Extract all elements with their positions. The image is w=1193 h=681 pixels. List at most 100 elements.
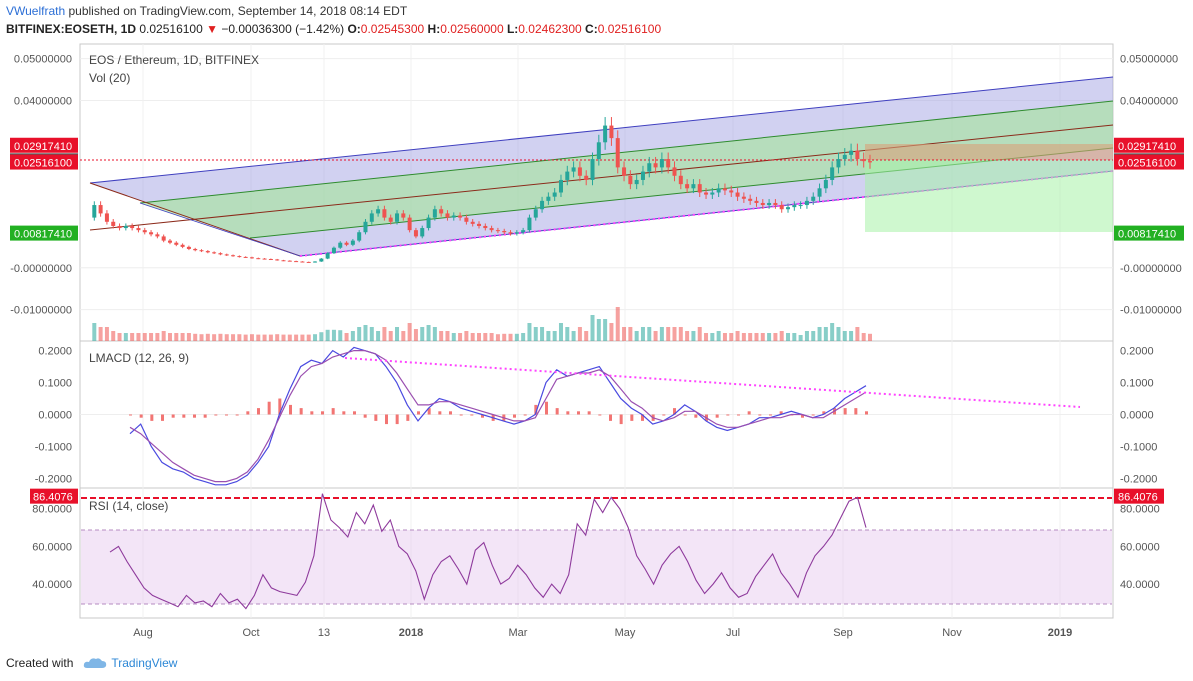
volume-bar (483, 333, 488, 341)
volume-bar (464, 331, 469, 341)
candles[interactable] (92, 117, 872, 263)
volume-bar (123, 333, 128, 341)
lmacd-hist-bar (203, 414, 207, 418)
lmacd-hist-bar (406, 414, 410, 421)
author-link[interactable]: VWuelfrath (6, 4, 66, 18)
lmacd-hist-bar (747, 411, 751, 415)
candle-body (249, 257, 254, 259)
volume-bar (363, 325, 368, 341)
lmacd-hist-bar (310, 411, 314, 415)
candle-body (577, 167, 582, 176)
x-tick-label: Oct (242, 627, 259, 639)
volume-bar (218, 333, 223, 341)
volume-bar (199, 334, 204, 341)
volume-label: Vol (20) (89, 71, 130, 85)
volume-bar (325, 329, 330, 341)
lmacd-hist-bar (225, 414, 228, 416)
volume-bar (104, 327, 109, 341)
candle-body (489, 228, 494, 231)
volume-bar (596, 319, 601, 341)
volume-bar (369, 327, 374, 341)
candle-body (357, 232, 362, 241)
chart-canvas[interactable]: 0.05000000 0.05000000 0.04000000 0.04000000… (0, 0, 1193, 650)
last-price: 0.02516100 (139, 22, 203, 36)
rsi-tag-left-bg (30, 488, 78, 504)
candle-body (855, 150, 860, 160)
volume-bar (628, 327, 633, 341)
candle-body (609, 125, 614, 139)
volume-bar (836, 327, 841, 341)
lmacd-tick-left: 0.0000 (38, 410, 72, 422)
volume-bar (584, 331, 589, 341)
lmacd-tick-left: -0.1000 (35, 441, 72, 453)
price-tick-left: -0.00000000 (10, 263, 72, 275)
lmacd-hist-bar (139, 414, 143, 418)
lmacd-hist-bar (758, 414, 762, 416)
price-tag-left: 0.02917410 (14, 141, 72, 153)
candle-body (161, 236, 166, 241)
volume-bar (395, 327, 400, 341)
lmacd-hist-bar (385, 414, 388, 425)
pitchfork-handle (89, 182, 301, 257)
volume-bar (413, 329, 418, 341)
volume-bar (155, 333, 160, 341)
candle-body (92, 205, 97, 218)
lmacd-tick-left: 0.1000 (38, 378, 72, 390)
projection-box[interactable] (865, 144, 1113, 232)
rsi-tick-left: 60.0000 (32, 541, 72, 553)
volume-bar (792, 333, 797, 341)
tradingview-link[interactable]: TradingView (111, 656, 178, 670)
candle-body (117, 225, 122, 229)
volume-bar (388, 331, 393, 341)
lmacd-label: LMACD (12, 26, 9) (89, 351, 189, 365)
candle-body (413, 230, 418, 237)
projection-orange (865, 144, 1113, 160)
volume-bar (804, 331, 809, 341)
lmacd-hist-bar (150, 414, 154, 421)
candle-body (111, 221, 116, 226)
candle-body (786, 207, 791, 210)
volume-bar (287, 334, 292, 341)
lmacd-hist-bar (363, 414, 367, 418)
candle-body (287, 260, 292, 262)
candle-body (540, 200, 545, 210)
lmacd-hist-bar (513, 414, 516, 418)
candle-body (451, 215, 456, 218)
volume-bar (861, 333, 866, 341)
lmacd-hist-bar (726, 414, 730, 416)
lmacd-hist-bar (214, 414, 218, 416)
candle-body (136, 228, 141, 231)
lmacd-hist-bar (737, 414, 740, 416)
volume-bar (313, 334, 318, 341)
candle-body (306, 261, 311, 263)
rsi-tick-right: 80.0000 (1120, 504, 1160, 516)
x-tick-label: Sep (833, 627, 853, 639)
lmacd-hist-bar (342, 411, 346, 415)
lmacd-hist-bar (843, 408, 847, 415)
volume-bar (722, 333, 727, 341)
rsi-line (109, 493, 867, 610)
price-change: −0.00036300 (−1.42%) (221, 22, 345, 36)
candle-body (186, 246, 191, 249)
candle-body (231, 255, 236, 257)
candle-body (565, 171, 570, 180)
price-tag-left-bg (10, 154, 78, 170)
x-tick-label: 13 (318, 627, 330, 639)
candle-body (634, 179, 639, 185)
candle-body (495, 230, 500, 232)
candle-body (760, 202, 765, 206)
volume-bar (98, 327, 103, 341)
lmacd-hist-bar (555, 408, 559, 415)
candle-body (344, 242, 349, 245)
volume-bar (376, 331, 381, 341)
x-tick-label: Mar (509, 627, 528, 639)
volume-bar (558, 323, 563, 341)
volume-bar (193, 333, 198, 341)
price-tick-left: -0.01000000 (10, 305, 72, 317)
rsi-series (109, 493, 867, 610)
volume-bar (842, 331, 847, 341)
volume-bar (268, 334, 273, 341)
volume-bar (666, 327, 671, 341)
channel-green-fill (140, 101, 1113, 238)
candle-body (508, 232, 513, 234)
